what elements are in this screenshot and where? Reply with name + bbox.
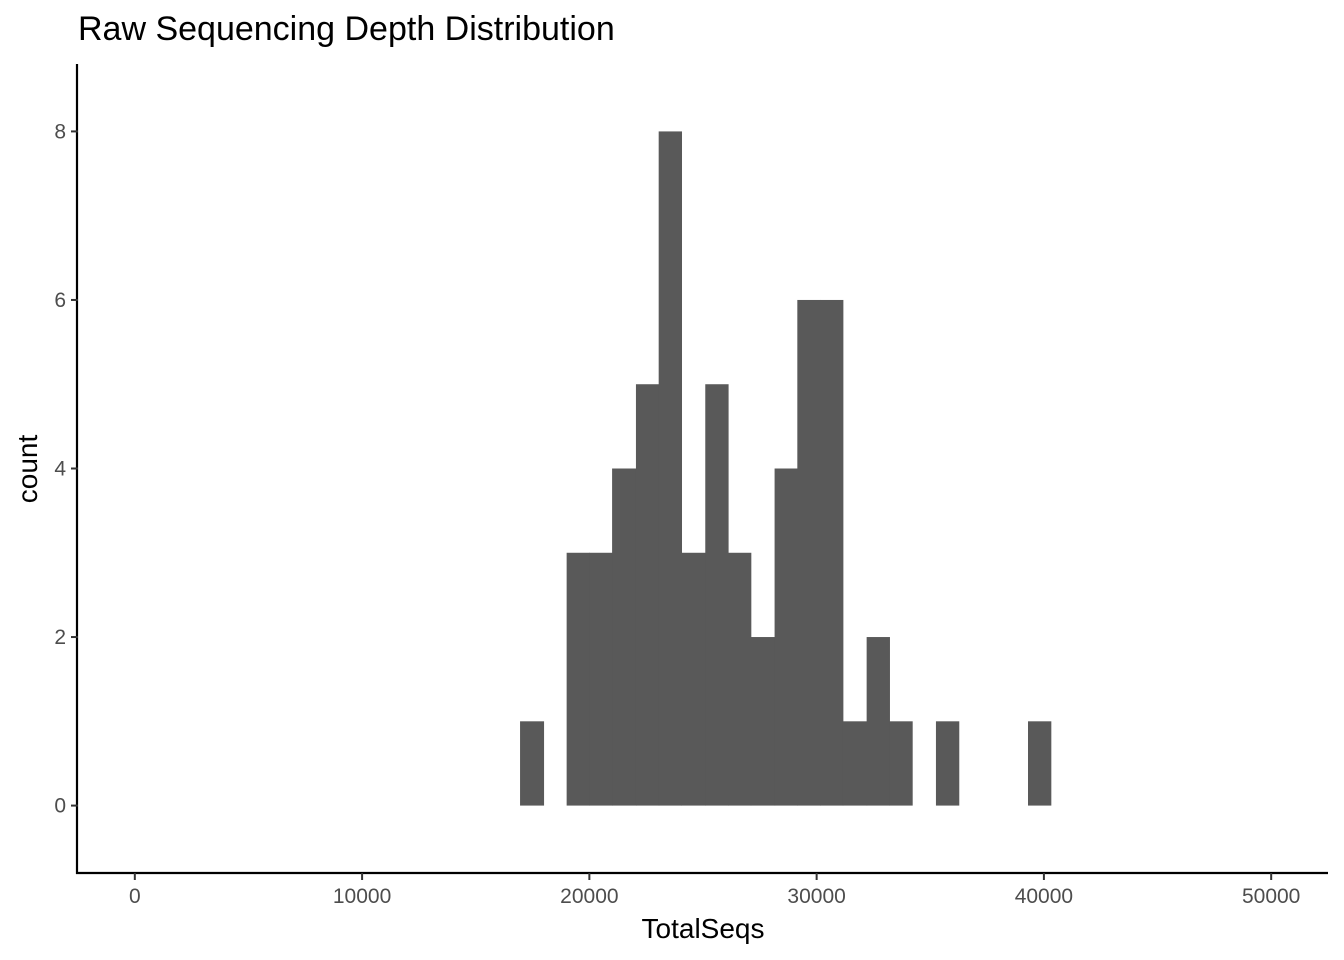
x-tick-label: 0 [129, 885, 141, 908]
histogram-bar-9 [750, 637, 776, 806]
histogram-bar-14 [866, 637, 890, 806]
histogram-bar-2 [589, 552, 613, 806]
x-axis-ticks: 0 10000 20000 30000 40000 50000 [129, 873, 1300, 908]
histogram-bar-5 [658, 131, 683, 806]
histogram-bar-7 [705, 384, 729, 806]
histogram-bar-4 [635, 384, 660, 806]
x-tick-label: 30000 [787, 885, 845, 908]
histogram-bar-15 [889, 721, 913, 806]
x-tick-label: 20000 [560, 885, 618, 908]
y-tick-label: 0 [54, 795, 66, 818]
histogram-bar-3 [612, 468, 637, 806]
y-tick-label: 2 [54, 626, 66, 649]
y-tick-label: 8 [54, 120, 66, 143]
x-tick-label: 10000 [333, 885, 391, 908]
histogram-bar-13 [842, 721, 868, 806]
histogram-bar-11 [797, 299, 821, 806]
y-axis-ticks: 0 2 4 6 8 [54, 120, 78, 818]
histogram-bar-0 [520, 721, 545, 806]
histogram-bar-1 [566, 552, 590, 806]
x-tick-label: 50000 [1242, 885, 1300, 908]
histogram-bar-6 [681, 552, 706, 806]
histogram-bar-8 [728, 552, 752, 806]
chart-title: Raw Sequencing Depth Distribution [78, 10, 615, 48]
histogram-bar-17 [1028, 721, 1052, 806]
x-tick-label: 40000 [1015, 885, 1073, 908]
bars-group [520, 131, 1052, 806]
histogram-bar-16 [935, 721, 960, 806]
x-axis-title: TotalSeqs [642, 913, 765, 944]
y-tick-label: 4 [54, 458, 66, 481]
y-axis-title: count [12, 435, 43, 504]
y-tick-label: 6 [54, 289, 66, 312]
histogram-bar-12 [820, 299, 844, 806]
histogram-bar-10 [774, 468, 798, 806]
